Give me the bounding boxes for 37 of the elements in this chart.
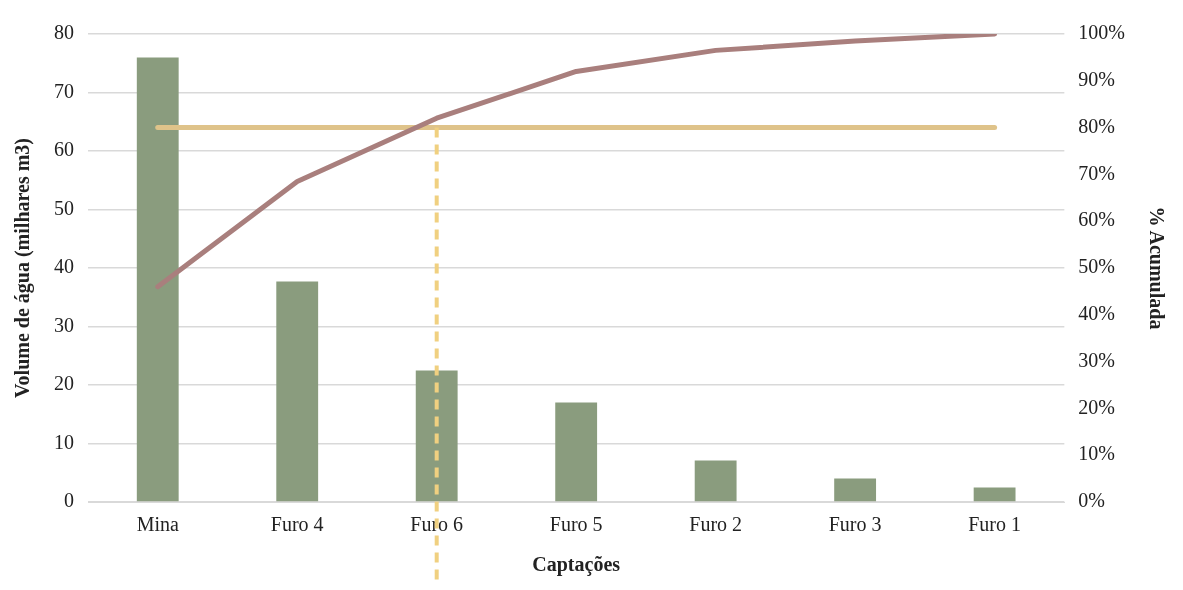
y-tick-label: 20 [54,372,74,395]
y-tick-label: 70 [54,79,74,102]
x-tick-label: Furo 5 [549,513,603,536]
bar [694,460,737,502]
x-tick-label: Furo 2 [689,513,743,536]
y2-axis-title: % Acumulada [1145,206,1168,330]
y-tick-label: 60 [54,138,74,161]
y-axis-title: Volume de água (milhares m3) [11,138,35,398]
y2-tick-label: 80% [1078,114,1116,137]
bar [555,402,598,502]
y-tick-label: 30 [54,313,74,336]
x-tick-label: Furo 4 [270,513,324,536]
y2-tick-label: 100% [1078,21,1126,44]
bar [415,370,458,502]
y2-tick-label: 10% [1078,442,1116,465]
y-tick-label: 50 [54,196,74,219]
bar [136,57,179,502]
y2-tick-label: 60% [1078,208,1116,231]
bar [834,478,877,502]
bar [276,281,319,502]
x-tick-label: Furo 3 [828,513,882,536]
y-tick-label: 40 [54,255,74,278]
y2-tick-label: 50% [1078,255,1116,278]
y2-tick-label: 40% [1078,302,1116,325]
x-tick-label: Furo 6 [410,513,464,536]
y-tick-label: 0 [64,489,74,512]
y2-tick-label: 30% [1078,348,1116,371]
y2-tick-label: 0% [1078,489,1106,512]
y2-tick-label: 90% [1078,68,1116,91]
x-tick-label: Furo 1 [968,513,1021,536]
x-tick-label: Mina [136,513,179,536]
y2-tick-label: 70% [1078,161,1116,184]
bar [973,487,1016,502]
y-tick-label: 10 [54,430,74,453]
y2-tick-label: 20% [1078,395,1116,418]
x-axis-title: Captações [532,553,621,577]
y-tick-label: 80 [54,21,74,44]
